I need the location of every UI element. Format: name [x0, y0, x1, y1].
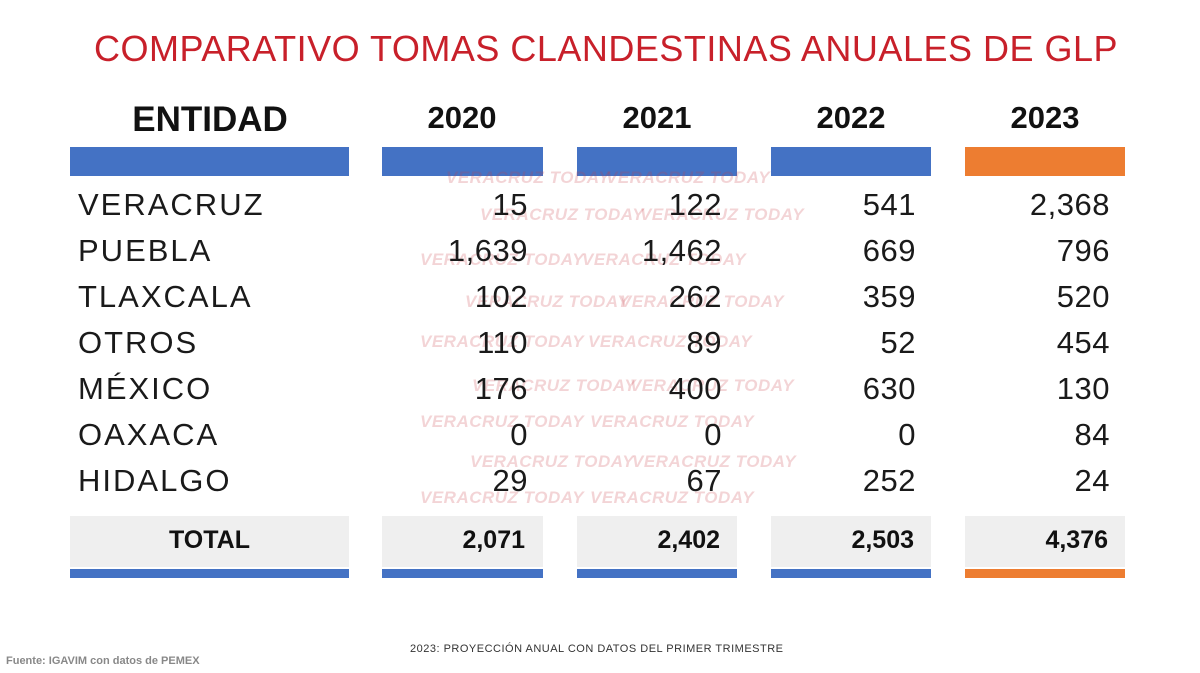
cell-2022: 669 [862, 233, 916, 268]
cell-2022: 630 [862, 371, 916, 406]
cell-2020: 110 [477, 325, 528, 360]
watermark: VERACRUZ TODAY [632, 452, 797, 471]
cell-2023: 796 [1056, 233, 1110, 268]
cell-2020: 176 [474, 371, 528, 406]
source-note: Fuente: IGAVIM con datos de PEMEX [6, 655, 200, 667]
cell-2020: 29 [492, 463, 528, 498]
cell-2022: 52 [880, 325, 916, 360]
watermark: VERACRUZ TODAY [606, 168, 771, 187]
cell-2022: 359 [862, 279, 916, 314]
row-label: OAXACA [78, 417, 220, 452]
watermark: VERACRUZ TODAY [620, 292, 785, 311]
total-2022: 2,503 [851, 526, 914, 554]
watermark: VERACRUZ TODAY [420, 412, 585, 431]
header-bar-entidad [70, 147, 349, 176]
header-bar-2023 [965, 147, 1125, 176]
watermark: VERACRUZ TODAY [465, 292, 630, 311]
cell-2021: 67 [686, 463, 722, 498]
cell-2020: 102 [474, 279, 528, 314]
total-label: TOTAL [168, 526, 250, 554]
watermark: VERACRUZ TODAY [420, 488, 585, 507]
watermark: VERACRUZ TODAY [590, 412, 755, 431]
cell-2020: 0 [510, 417, 528, 452]
cell-2021: 122 [668, 187, 722, 222]
cell-2021: 1,462 [641, 233, 722, 268]
watermark: VERACRUZ TODAY [472, 376, 637, 395]
bottom-bar-2020 [382, 569, 543, 578]
bottom-bar-2022 [771, 569, 931, 578]
header-2021: 2021 [622, 100, 692, 135]
watermark: VERACRUZ TODAY [582, 250, 747, 269]
cell-2023: 454 [1056, 325, 1110, 360]
total-bg-2022 [771, 516, 931, 567]
cell-2021: 400 [668, 371, 722, 406]
watermark: VERACRUZ TODAY [446, 168, 611, 187]
header-bar-2021 [577, 147, 737, 176]
total-2023: 4,376 [1045, 526, 1108, 554]
cell-2022: 0 [898, 417, 916, 452]
cell-2023: 84 [1074, 417, 1110, 452]
footnote: 2023: PROYECCIÓN ANUAL CON DATOS DEL PRI… [410, 643, 784, 655]
cell-2023: 2,368 [1029, 187, 1110, 222]
watermark: VERACRUZ TODAY [470, 452, 635, 471]
total-bg-2021 [577, 516, 737, 567]
row-label: OTROS [78, 325, 199, 360]
chart-title: COMPARATIVO TOMAS CLANDESTINAS ANUALES D… [93, 28, 1119, 69]
cell-2020: 15 [492, 187, 528, 222]
bottom-bar-entidad [70, 569, 349, 578]
total-bg-2023 [965, 516, 1125, 567]
row-label: PUEBLA [78, 233, 213, 268]
cell-2021: 262 [668, 279, 722, 314]
header-2020: 2020 [427, 100, 497, 135]
watermark: VERACRUZ TODAY [590, 488, 755, 507]
watermark: VERACRUZ TODAY [420, 250, 585, 269]
total-2021: 2,402 [657, 526, 720, 554]
cell-2022: 541 [862, 187, 916, 222]
row-label: HIDALGO [78, 463, 232, 498]
row-label: TLAXCALA [78, 279, 253, 314]
cell-2023: 520 [1056, 279, 1110, 314]
total-bg-2020 [382, 516, 543, 567]
header-bar-2020 [382, 147, 543, 176]
bottom-bar-2021 [577, 569, 737, 578]
bottom-bar-2023 [965, 569, 1125, 578]
watermark: VERACRUZ TODAY [420, 332, 585, 351]
row-label: MÉXICO [78, 371, 213, 406]
total-bg-entidad [70, 516, 349, 567]
row-label: VERACRUZ [78, 187, 265, 222]
cell-2023: 24 [1074, 463, 1110, 498]
header-2022: 2022 [816, 100, 886, 135]
header-bar-2022 [771, 147, 931, 176]
cell-2021: 89 [686, 325, 722, 360]
watermark: VERACRUZ TODAY [640, 205, 805, 224]
total-2020: 2,071 [462, 526, 525, 554]
watermark: VERACRUZ TODAY [480, 205, 645, 224]
cell-2022: 252 [862, 463, 916, 498]
cell-2023: 130 [1056, 371, 1110, 406]
cell-2020: 1,639 [447, 233, 528, 268]
cell-2021: 0 [704, 417, 722, 452]
watermark: VERACRUZ TODAY [588, 332, 753, 351]
header-entidad: ENTIDAD [132, 100, 288, 139]
watermark: VERACRUZ TODAY [630, 376, 795, 395]
header-2023: 2023 [1010, 100, 1080, 135]
